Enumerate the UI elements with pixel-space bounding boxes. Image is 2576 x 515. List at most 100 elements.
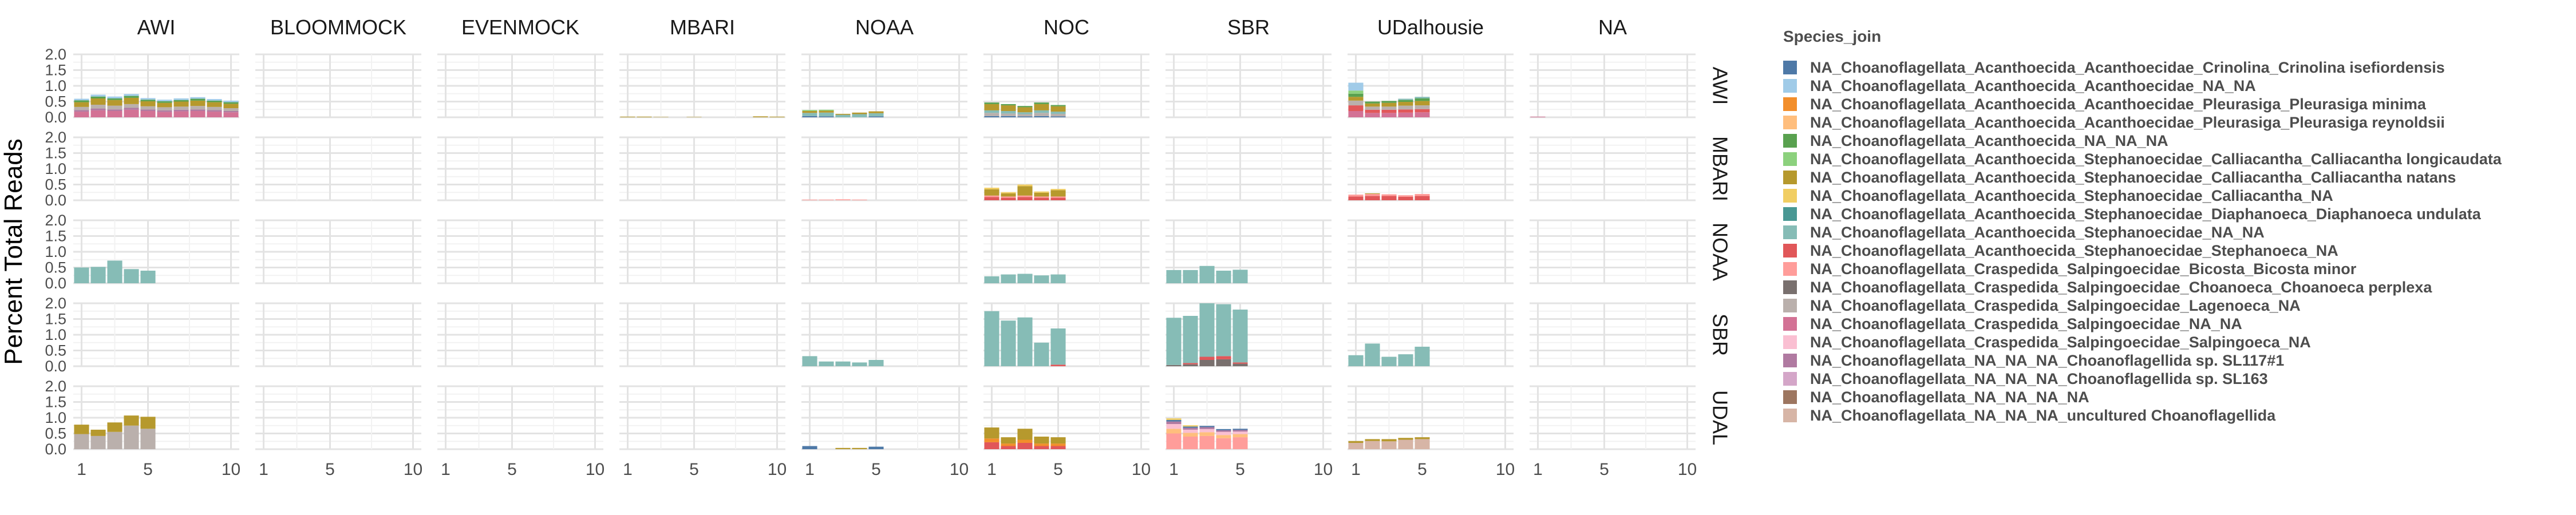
bar-mbari-noc-x5-seg1 — [1050, 196, 1066, 198]
bar-awi-udalhousie-x1-seg0 — [1348, 111, 1364, 117]
bar-awi-awi-x7-seg5 — [173, 98, 189, 100]
bar-awi-awi-x3-seg2 — [107, 105, 123, 110]
x-tick-mbari-5: 5 — [689, 460, 699, 479]
bar-awi-awi-x1-seg5 — [74, 98, 89, 101]
y-tick-sbr-1-5: 1.5 — [45, 311, 66, 328]
bar-awi-awi-x9-seg4 — [207, 100, 222, 102]
bar-awi-awi-x6-seg1 — [157, 110, 172, 112]
bar-udal-noaa-x1-seg0 — [802, 446, 817, 449]
bar-sbr-sbr-x2-seg0 — [1183, 364, 1198, 366]
bar-awi-awi-x9-seg0 — [207, 112, 222, 117]
panel-sbr-bloommock — [255, 302, 421, 367]
panel-noaa-noaa — [801, 219, 967, 284]
bar-mbari-noc-x2-seg1 — [1001, 196, 1016, 198]
legend-item-11: NA_Choanoflagellata_Craspedida_Salpingoe… — [1783, 260, 2357, 278]
bar-udal-awi-x3-seg1 — [107, 422, 123, 432]
facet-strips: AWI BLOOMMOCK EVENMOCK MBARI NOAA NOC SBR UDalh… — [137, 15, 1732, 445]
bar-udal-noc-x2-seg0 — [1001, 446, 1016, 449]
bar-udal-sbr-x5-seg0 — [1232, 437, 1248, 449]
bar-awi-udalhousie-x3-seg0 — [1381, 113, 1397, 117]
bar-awi-awi-x4-seg2 — [124, 104, 139, 108]
legend-label-7: NA_Choanoflagellata_Acanthoecida_Stephan… — [1810, 187, 2333, 204]
bar-udal-sbr-x4-seg4 — [1216, 429, 1231, 430]
bar-mbari-udalhousie-x2-seg0 — [1365, 196, 1380, 200]
bar-sbr-udalhousie-x5-seg0 — [1415, 346, 1430, 366]
panel-noaa-noc — [983, 219, 1149, 284]
bar-mbari-udalhousie-x1-seg0 — [1348, 196, 1364, 200]
bar-udal-udalhousie-x1-seg0 — [1348, 443, 1364, 449]
bar-udal-sbr-x4-seg1 — [1216, 435, 1231, 438]
facet-panels — [73, 53, 1696, 450]
bar-awi-noaa-x1-seg0 — [802, 116, 817, 117]
bar-udal-sbr-x1-seg4 — [1166, 419, 1182, 422]
bar-mbari-noc-x4-seg1 — [1034, 196, 1049, 198]
legend-swatch-13 — [1783, 299, 1797, 312]
bar-udal-awi-x2-seg1 — [90, 429, 106, 436]
legend-label-19: NA_Choanoflagellata_NA_NA_NA_uncultured … — [1810, 407, 2276, 424]
x-tick-evenmock-1: 1 — [441, 460, 451, 479]
bar-sbr-sbr-x3-seg1 — [1199, 356, 1215, 360]
bar-sbr-sbr-x2-seg1 — [1183, 363, 1198, 365]
bar-awi-awi-x4-seg5 — [124, 94, 139, 96]
x-tick-mbari-1: 1 — [623, 460, 633, 479]
legend-item-5: NA_Choanoflagellata_Acanthoecida_Stephan… — [1783, 150, 2502, 168]
bar-awi-awi-x8-seg0 — [190, 111, 206, 117]
bar-awi-awi-x5-seg1 — [140, 109, 156, 111]
x-tick-noaa-10: 10 — [950, 460, 969, 479]
bar-sbr-udalhousie-x1-seg0 — [1348, 355, 1364, 366]
bar-awi-udalhousie-x4-seg2 — [1398, 105, 1413, 110]
column-strip-awi: AWI — [137, 15, 176, 39]
legend-swatch-4 — [1783, 134, 1797, 148]
bar-udal-udalhousie-x3-seg0 — [1381, 441, 1397, 449]
legend-item-4: NA_Choanoflagellata_Acanthoecida_NA_NA_N… — [1783, 132, 2168, 149]
bar-awi-udalhousie-x5-seg0 — [1415, 112, 1430, 117]
bar-awi-awi-x10-seg4 — [223, 102, 239, 104]
bar-awi-noc-x2-seg2 — [1001, 111, 1016, 114]
legend-label-1: NA_Choanoflagellata_Acanthoecida_Acantho… — [1810, 77, 2256, 94]
panel-noaa-bloommock — [255, 219, 421, 284]
legend-swatch-3 — [1783, 116, 1797, 129]
bar-udal-noc-x5-seg1 — [1050, 443, 1066, 446]
bar-udal-sbr-x2-seg5 — [1183, 425, 1198, 427]
bar-awi-awi-x9-seg3 — [207, 102, 222, 107]
bar-awi-udalhousie-x4-seg3 — [1398, 102, 1413, 106]
bar-noaa-sbr-x1-seg0 — [1166, 270, 1182, 283]
bar-udal-awi-x5-seg0 — [140, 429, 156, 449]
panel-awi-evenmock — [437, 53, 603, 118]
bar-awi-noc-x4-seg1 — [1034, 113, 1049, 116]
bar-awi-awi-x9-seg1 — [207, 110, 222, 112]
panel-awi-sbr — [1165, 53, 1332, 118]
legend-label-18: NA_Choanoflagellata_NA_NA_NA_NA — [1810, 389, 2089, 406]
bar-noaa-awi-x2-seg0 — [90, 267, 106, 283]
bar-udal-sbr-x5-seg3 — [1232, 430, 1248, 432]
panel-mbari-awi — [73, 136, 239, 201]
bar-awi-awi-x10-seg3 — [223, 104, 239, 109]
panel-mbari-evenmock — [437, 136, 603, 201]
legend-label-6: NA_Choanoflagellata_Acanthoecida_Stephan… — [1810, 169, 2456, 186]
bar-awi-noc-x1-seg2 — [984, 110, 999, 113]
y-tick-mbari-1-5: 1.5 — [45, 145, 66, 162]
bar-awi-awi-x7-seg1 — [173, 109, 189, 112]
bar-awi-mbari-x9-seg0 — [753, 116, 768, 117]
bar-sbr-sbr-x5-seg0 — [1232, 363, 1248, 366]
legend-label-8: NA_Choanoflagellata_Acanthoecida_Stephan… — [1810, 205, 2482, 223]
bar-udal-sbr-x5-seg4 — [1232, 429, 1248, 430]
bar-awi-noc-x2-seg1 — [1001, 113, 1016, 116]
legend-item-3: NA_Choanoflagellata_Acanthoecida_Acantho… — [1783, 114, 2445, 131]
bar-mbari-noc-x1-seg3 — [984, 188, 999, 189]
bar-sbr-udalhousie-x4-seg0 — [1398, 354, 1413, 366]
legend-swatch-7 — [1783, 189, 1797, 203]
bar-udal-noaa-x3-seg0 — [835, 447, 851, 449]
bar-awi-noc-x4-seg2 — [1034, 110, 1049, 113]
bar-udal-noc-x5-seg0 — [1050, 446, 1066, 449]
bar-udal-sbr-x2-seg0 — [1183, 437, 1198, 449]
y-tick-mbari-0-5: 0.5 — [45, 176, 66, 193]
bar-awi-awi-x3-seg0 — [107, 111, 123, 117]
row-strip-sbr: SBR — [1709, 314, 1732, 356]
legend-item-15: NA_Choanoflagellata_Craspedida_Salpingoe… — [1783, 334, 2311, 351]
bar-mbari-noc-x3-seg1 — [1017, 195, 1033, 197]
legend-item-6: NA_Choanoflagellata_Acanthoecida_Stephan… — [1783, 169, 2456, 186]
panel-mbari-bloommock — [255, 136, 421, 201]
panel-udal-noaa — [801, 385, 967, 450]
bar-sbr-sbr-x3-seg2 — [1199, 303, 1215, 357]
